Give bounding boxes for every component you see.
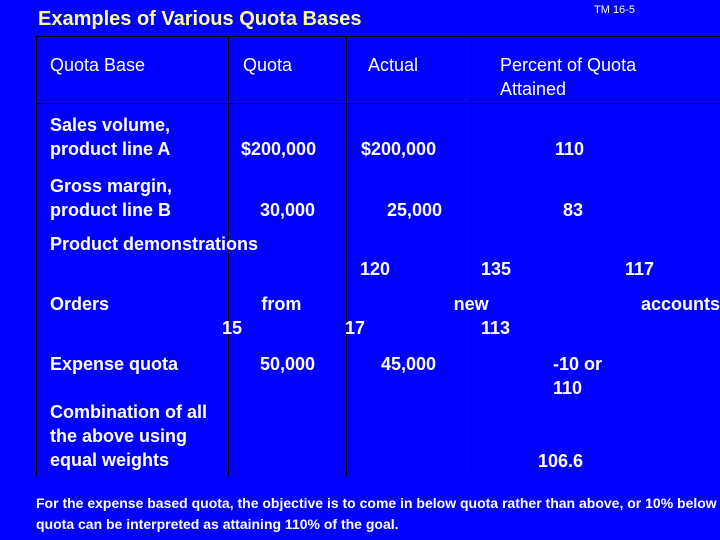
row-base: Sales volume, product line A — [50, 115, 171, 159]
header-quota-base: Quota Base — [50, 55, 146, 75]
row-percent: 106.6 — [538, 451, 584, 471]
column-divider — [346, 36, 347, 476]
row-base: Combination of all the above using equal… — [50, 402, 207, 470]
row-quota: 30,000 — [260, 200, 316, 220]
row-base-text: Orders from new accounts — [50, 294, 720, 314]
header-actual: Actual — [368, 55, 419, 75]
slide-title: Examples of Various Quota Bases — [38, 8, 362, 30]
column-divider — [471, 36, 472, 476]
row-percent: 83 — [563, 200, 584, 220]
row-base-text: Product demonstrations — [50, 234, 259, 254]
row-base: Expense quota — [50, 354, 179, 374]
row-quota: $200,000 — [241, 139, 317, 159]
header-quota: Quota — [243, 55, 293, 75]
row-actual: 17 — [345, 318, 366, 338]
row-actual: 45,000 — [381, 354, 437, 374]
table-frame — [36, 36, 720, 476]
row-base: Gross margin, product line B — [50, 176, 173, 220]
row-percent: 117 — [625, 259, 655, 279]
row-percent: 113 — [481, 318, 511, 338]
row-quota: 50,000 — [260, 354, 316, 374]
slide-code: TM 16-5 — [594, 4, 635, 16]
footer-note: For the expense based quota, the objecti… — [36, 495, 717, 532]
row-quota: 120 — [360, 259, 391, 279]
row-base: Orders from new accounts — [50, 292, 720, 316]
header-divider — [36, 103, 720, 104]
row-base: Product demonstrations — [50, 232, 290, 256]
row-percent: -10 or 110 — [553, 354, 603, 398]
row-quota: 15 — [222, 318, 243, 338]
row-percent: 110 — [555, 139, 585, 159]
row-actual: $200,000 — [361, 139, 437, 159]
column-divider — [228, 36, 229, 476]
row-actual: 25,000 — [387, 200, 443, 220]
row-actual: 135 — [481, 259, 512, 279]
header-percent: Percent of Quota Attained — [500, 55, 637, 99]
